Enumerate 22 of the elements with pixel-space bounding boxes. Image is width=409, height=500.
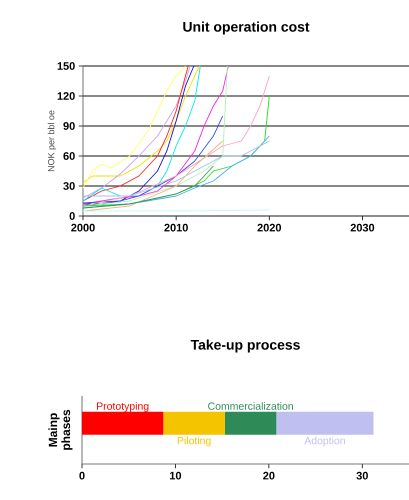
x-tick-label: 30 (356, 472, 368, 480)
x-tick-label: 2020 (257, 224, 282, 232)
series-label: Prototyping (97, 402, 148, 412)
x-tick-label: 0 (79, 472, 85, 480)
series-label: Commercialization (208, 402, 293, 410)
y-tick-label: 30 (63, 182, 75, 190)
series-label: Adoption (304, 436, 345, 446)
x-tick-label: 10 (170, 472, 182, 480)
y-tick-label: 150 (58, 62, 75, 70)
y-tick-label: 120 (58, 92, 75, 100)
series-label: Piloting (178, 436, 211, 446)
chart-title: Unit operation cost (183, 21, 310, 34)
x-tick-label: 2010 (164, 224, 188, 232)
x-tick-label: 20 (263, 472, 274, 480)
y-axis-title: NOK per bbl oe (48, 110, 56, 172)
y-axis-title: Mainp phases (48, 410, 72, 450)
chart-title: Take-up process (190, 339, 300, 352)
y-tick-label: 60 (63, 152, 75, 160)
y-tick-label: 0 (70, 212, 75, 220)
y-tick-label: 90 (63, 122, 75, 130)
x-tick-label: 2000 (71, 224, 95, 232)
x-tick-label: 2030 (350, 224, 374, 232)
